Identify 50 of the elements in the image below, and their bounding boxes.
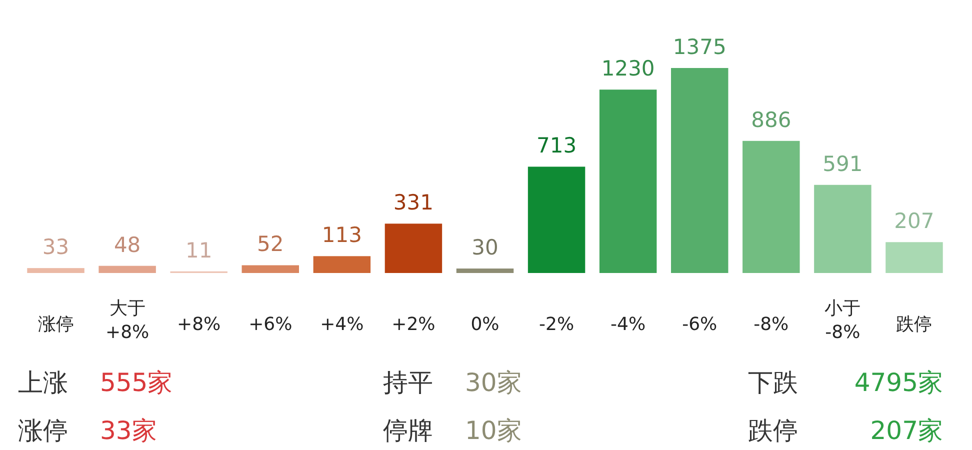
data-label: 207	[894, 209, 934, 234]
bar	[814, 184, 872, 273]
x-tick-label: 涨停	[38, 314, 74, 335]
text: 持平	[383, 368, 433, 397]
text: 30家	[465, 368, 522, 397]
bar	[528, 166, 586, 273]
x-tick-label: +8%	[177, 314, 221, 335]
x-tick-label: 0%	[470, 314, 500, 335]
data-label: 52	[257, 232, 284, 256]
x-tick-label: +4%	[320, 314, 364, 335]
x-tick-label: 大于 +8%	[105, 298, 150, 343]
x-tick-label: +6%	[248, 314, 292, 335]
text: 下跌	[748, 368, 798, 397]
bar	[27, 268, 84, 273]
text: 33家	[100, 416, 157, 445]
bar	[599, 90, 657, 273]
data-label: 11	[185, 238, 212, 262]
data-label: 33	[42, 235, 70, 260]
bar	[742, 140, 800, 273]
bar	[98, 266, 156, 273]
data-label: 30	[472, 236, 498, 260]
data-label: 113	[322, 223, 362, 248]
text: 4795家	[854, 368, 943, 397]
data-label: 1375	[672, 35, 726, 59]
x-tick-label: -8%	[754, 314, 789, 335]
text: 555家	[100, 368, 173, 397]
bar	[671, 68, 728, 273]
text: 停牌	[383, 416, 433, 445]
x-tick-label: -2%	[539, 314, 574, 335]
text: 涨停	[18, 416, 68, 445]
data-label: 591	[822, 152, 863, 176]
bar	[313, 256, 371, 273]
x-tick-label: +2%	[392, 314, 436, 335]
text: 10家	[465, 416, 522, 445]
bar	[456, 268, 514, 273]
data-label: 331	[393, 190, 434, 215]
data-label: 886	[751, 108, 792, 132]
data-label: 1230	[601, 56, 655, 81]
data-label: 48	[114, 232, 141, 257]
bar	[886, 242, 943, 273]
x-tick-label: 跌停	[896, 314, 932, 335]
data-label: 713	[536, 134, 577, 158]
text: 跌停	[748, 416, 798, 445]
bar	[242, 265, 299, 273]
x-tick-label: -4%	[610, 314, 646, 335]
text: 207家	[870, 416, 943, 445]
x-tick-label: 小于 -8%	[824, 298, 861, 343]
text: 上涨	[18, 368, 68, 397]
bar	[384, 224, 442, 273]
x-tick-label: -6%	[682, 314, 718, 335]
